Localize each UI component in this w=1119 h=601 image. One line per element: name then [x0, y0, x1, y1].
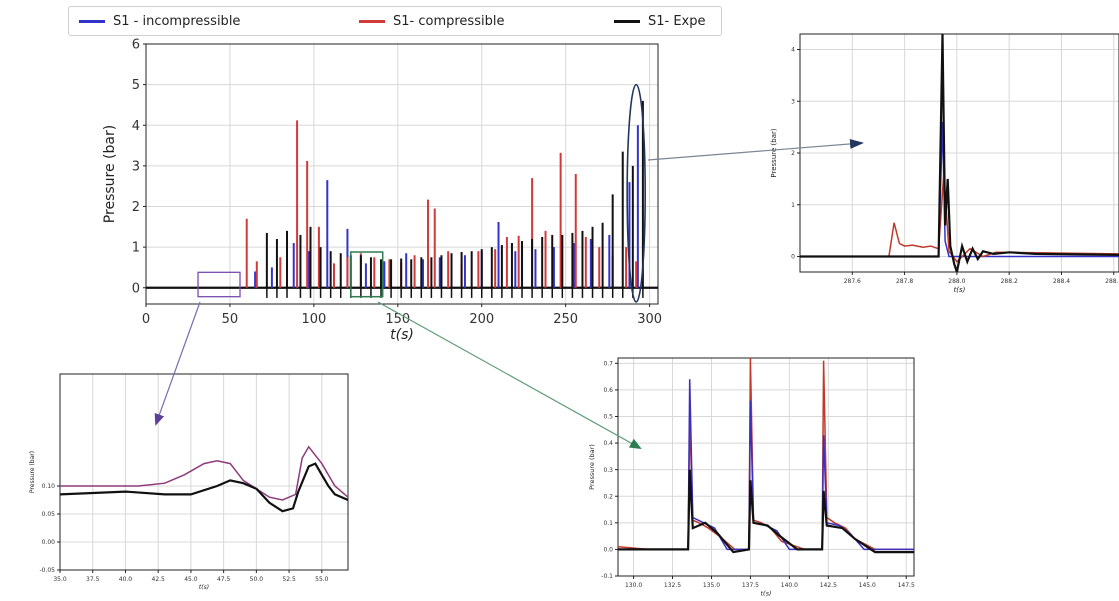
legend-item-incompressible: S1 - incompressible [79, 14, 241, 29]
x-tick-label: 287.8 [896, 278, 913, 285]
y-tick-label: 6 [132, 38, 140, 53]
x-axis-label: t(s) [954, 286, 966, 294]
x-axis-label: t(s) [390, 327, 414, 343]
x-axis-label: t(s) [199, 584, 209, 590]
chart-legend: S1 - incompressible S1- compressible S1-… [68, 6, 722, 36]
x-tick-label: 150 [385, 312, 410, 327]
zoom-box-b [350, 251, 384, 298]
y-tick-label: -0.1 [601, 573, 613, 580]
y-tick-label: 5 [132, 78, 140, 93]
y-tick-label: 0.05 [42, 511, 56, 518]
y-axis-label: Pressure (bar) [102, 125, 118, 223]
inset-chart-137s: 130.0 132.5 135.0 137.5 140.0 142.5 145.0 147.5… [588, 357, 915, 598]
legend-swatch-incompressible [79, 20, 105, 23]
y-tick-label: 0.6 [603, 387, 613, 394]
x-tick-label: 140.0 [781, 582, 798, 589]
series-line-2 [618, 469, 914, 554]
plot-border [617, 357, 915, 577]
y-tick-label: 2 [791, 150, 795, 157]
y-tick-label: 4 [791, 47, 795, 54]
legend-swatch-compressible [359, 20, 385, 23]
x-tick-label: 287.6 [844, 278, 861, 285]
x-tick-label: 0 [142, 312, 150, 327]
series-line-2 [800, 34, 1119, 272]
y-tick-label: 3 [132, 159, 140, 174]
y-axis-label: Pressure (bar) [588, 444, 596, 490]
x-tick-label: 50.0 [250, 576, 264, 583]
legend-item-compressible: S1- compressible [359, 14, 505, 29]
x-tick-label: 200 [469, 312, 494, 327]
plot-frame [59, 373, 349, 571]
legend-label-incompressible: S1 - incompressible [113, 14, 241, 29]
x-tick-label: 45.0 [184, 576, 198, 583]
x-tick-label: 135.0 [703, 582, 720, 589]
plot-border [59, 373, 349, 571]
x-tick-label: 37.5 [86, 576, 100, 583]
y-tick-label: 1 [132, 241, 140, 256]
x-tick-label: 300 [637, 312, 662, 327]
x-tick-label: 142.5 [820, 582, 837, 589]
x-tick-label: 137.5 [742, 582, 759, 589]
x-tick-label: 130.0 [625, 582, 642, 589]
y-tick-label: 0.00 [42, 539, 56, 546]
y-tick-label: 0.4 [603, 440, 613, 447]
series-line-1 [60, 462, 348, 513]
x-tick-label: 147.5 [898, 582, 915, 589]
y-tick-label: 0.0 [603, 547, 613, 554]
y-tick-label: 4 [132, 119, 140, 134]
x-tick-label: 52.5 [282, 576, 296, 583]
y-tick-label: 0.1 [603, 520, 613, 527]
x-tick-label: 55.0 [315, 576, 329, 583]
zoom-box-a [197, 271, 241, 298]
legend-label-compressible: S1- compressible [393, 14, 505, 29]
x-tick-label: 132.5 [664, 582, 681, 589]
y-tick-label: 0 [791, 254, 795, 261]
plot-frame [617, 357, 915, 577]
x-tick-label: 288.0 [948, 278, 965, 285]
y-tick-label: 3 [791, 98, 795, 105]
legend-label-expe: S1- Expe [648, 14, 706, 29]
main-pressure-chart: 0 50 100 150 200 250 300 0 1 2 3 4 5 6 t(s) Pressure (b… [102, 38, 662, 343]
x-tick-label: 100 [301, 312, 326, 327]
y-tick-label: 0.2 [603, 493, 613, 500]
y-tick-label: -0.05 [39, 567, 55, 574]
x-tick-label: 50 [222, 312, 239, 327]
x-tick-label: 288.2 [1001, 278, 1018, 285]
x-tick-label: 47.5 [217, 576, 231, 583]
x-axis-label: t(s) [760, 590, 771, 598]
x-tick-label: 288.6 [1105, 278, 1119, 285]
x-tick-label: 250 [553, 312, 578, 327]
inset-chart-288s: 287.6 287.8 288.0 288.2 288.4 288.6 0 1 2 3 4 t(s) P… [770, 33, 1119, 294]
x-tick-label: 288.4 [1053, 278, 1070, 285]
inset-chart-45s: 35.0 37.5 40.0 42.5 45.0 47.5 50.0 52.5 55.0 -0.0… [29, 373, 349, 590]
y-tick-label: 2 [132, 200, 140, 215]
x-tick-label: 42.5 [152, 576, 166, 583]
legend-swatch-expe [614, 20, 640, 23]
legend-item-expe: S1- Expe [614, 14, 706, 29]
y-axis-label: Pressure (bar) [29, 451, 36, 493]
y-tick-label: 0.7 [603, 360, 613, 367]
y-axis-label: Pressure (bar) [770, 128, 778, 177]
y-tick-label: 0.3 [603, 467, 613, 474]
y-tick-label: 0.10 [42, 483, 56, 490]
series-line-1 [800, 173, 1119, 263]
x-tick-label: 145.0 [859, 582, 876, 589]
y-tick-label: 1 [791, 202, 795, 209]
y-tick-label: 0 [132, 281, 140, 296]
x-tick-label: 35.0 [53, 576, 67, 583]
y-tick-label: 0.5 [603, 414, 613, 421]
x-tick-label: 40.0 [119, 576, 133, 583]
